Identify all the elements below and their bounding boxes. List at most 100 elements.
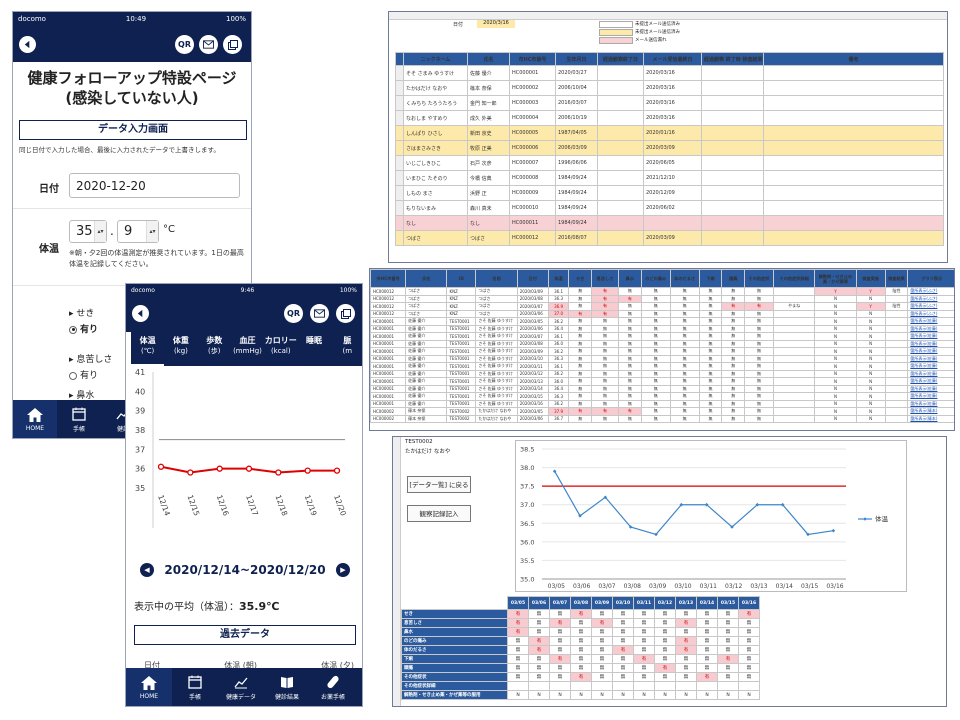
grid-cell[interactable]: 無 <box>633 645 655 655</box>
table-cell[interactable]: N <box>814 347 857 356</box>
table-cell[interactable]: N <box>855 392 886 401</box>
table-cell[interactable]: 今橋 信典 <box>467 170 510 186</box>
table-cell[interactable] <box>772 377 816 386</box>
table-cell[interactable]: N <box>855 309 886 318</box>
grid-cell[interactable] <box>738 681 760 691</box>
grid-cell[interactable]: 有 <box>717 654 739 664</box>
table-cell[interactable]: 無 <box>744 287 774 296</box>
grid-cell[interactable]: 無 <box>633 627 655 637</box>
table-cell[interactable]: HC000001 <box>509 65 556 81</box>
table-cell[interactable]: 佐藤 優介 <box>405 347 448 356</box>
grid-cell[interactable]: 無 <box>717 645 739 655</box>
table-cell[interactable]: 2020/03/06 <box>516 414 549 423</box>
table-cell[interactable]: いまひこ たそのり <box>403 170 468 186</box>
table-cell[interactable]: 36.3 <box>547 392 570 401</box>
table-cell[interactable]: 無 <box>591 392 619 401</box>
table-cell[interactable]: 無 <box>617 332 642 341</box>
grid-cell[interactable]: 有 <box>633 654 655 664</box>
table-cell[interactable] <box>597 185 644 201</box>
table-cell[interactable]: N <box>814 339 857 348</box>
col-header[interactable]: 経過観察終了日 <box>597 52 644 66</box>
table-cell[interactable] <box>772 407 816 416</box>
table-cell[interactable]: 36.3 <box>547 354 570 363</box>
table-cell[interactable]: 無 <box>744 354 774 363</box>
table-cell[interactable]: 無 <box>617 414 642 423</box>
table-cell[interactable]: 1984/09/24 <box>555 170 598 186</box>
grid-cell[interactable]: 無 <box>654 627 676 637</box>
table-cell[interactable] <box>772 339 816 348</box>
table-cell[interactable]: Y <box>855 287 886 296</box>
table-cell[interactable]: 無 <box>640 362 671 371</box>
table-cell[interactable]: 2021/12/10 <box>643 170 702 186</box>
table-cell[interactable]: N <box>814 294 857 303</box>
table-cell[interactable]: 無 <box>698 384 723 393</box>
table-cell[interactable]: HC000001 <box>370 317 407 326</box>
table-cell[interactable]: 無 <box>617 317 642 326</box>
grid-cell[interactable] <box>633 681 655 691</box>
table-cell[interactable] <box>772 324 816 333</box>
past-data-button[interactable]: 過去データ <box>134 625 356 645</box>
table-cell[interactable] <box>763 95 944 111</box>
table-cell[interactable]: さそ 佐藤 ゆうすけ <box>475 384 518 393</box>
table-cell[interactable] <box>763 80 944 96</box>
grid-cell[interactable]: 無 <box>717 618 739 628</box>
table-cell[interactable]: 箇所表示(佐藤) <box>907 399 954 408</box>
grid-cell[interactable]: 無 <box>675 663 697 673</box>
table-cell[interactable]: N <box>855 377 886 386</box>
mail-button[interactable] <box>310 304 329 323</box>
grid-cell[interactable]: 有 <box>675 645 697 655</box>
table-cell[interactable]: 無 <box>640 414 671 423</box>
table-cell[interactable]: 36.2 <box>547 347 570 356</box>
table-cell[interactable]: 36.7 <box>547 414 570 423</box>
grid-cell[interactable]: 無 <box>528 663 550 673</box>
grid-cell[interactable]: 無 <box>591 609 613 619</box>
table-cell[interactable]: 無 <box>568 399 593 408</box>
col-header[interactable]: 氏名 <box>405 269 448 288</box>
table-cell[interactable] <box>884 354 909 363</box>
col-header[interactable]: 名前 <box>475 269 518 288</box>
table-cell[interactable]: TEST0001 <box>446 317 477 326</box>
table-cell[interactable] <box>597 200 644 216</box>
table-cell[interactable]: 無 <box>744 407 774 416</box>
table-cell[interactable]: N <box>855 332 886 341</box>
col-header[interactable]: グラフ表示 <box>907 269 954 288</box>
table-cell[interactable]: 2020/03/06 <box>516 324 549 333</box>
table-cell[interactable]: 2020/03/09 <box>643 140 702 156</box>
table-cell[interactable]: N <box>855 414 886 423</box>
table-cell[interactable]: 有 <box>568 407 593 416</box>
table-cell[interactable]: 1996/06/06 <box>555 155 598 171</box>
record-observation-button[interactable]: 観察記録記入 <box>407 505 471 522</box>
table-cell[interactable]: 2020/03/08 <box>516 294 549 303</box>
table-cell[interactable]: 無 <box>568 347 593 356</box>
table-cell[interactable] <box>701 95 764 111</box>
table-cell[interactable]: 2020/03/05 <box>516 317 549 326</box>
table-cell[interactable]: 無 <box>591 324 619 333</box>
table-cell[interactable]: 佐藤 優介 <box>405 354 448 363</box>
table-cell[interactable]: 無 <box>721 407 746 416</box>
table-cell[interactable]: HC000005 <box>509 125 556 141</box>
table-cell[interactable]: 無 <box>698 377 723 386</box>
table-cell[interactable] <box>701 80 764 96</box>
table-cell[interactable] <box>772 294 816 303</box>
table-cell[interactable]: HC000012 <box>370 294 407 303</box>
table-cell[interactable] <box>772 384 816 393</box>
grid-cell[interactable]: 無 <box>738 636 760 646</box>
table-cell[interactable]: つばさ <box>475 309 518 318</box>
table-cell[interactable]: 無 <box>721 347 746 356</box>
table-cell[interactable]: 無 <box>721 392 746 401</box>
table-cell[interactable]: なし <box>403 215 468 231</box>
table-cell[interactable]: 1987/04/05 <box>555 125 598 141</box>
table-cell[interactable]: N <box>855 362 886 371</box>
grid-cell[interactable]: 無 <box>591 654 613 664</box>
table-cell[interactable]: 無 <box>744 347 774 356</box>
table-cell[interactable]: 36.0 <box>547 339 570 348</box>
table-cell[interactable]: 無 <box>591 399 619 408</box>
table-cell[interactable] <box>884 414 909 423</box>
table-cell[interactable]: 2020/03/12 <box>516 369 549 378</box>
table-cell[interactable]: 2020/06/05 <box>643 155 702 171</box>
table-cell[interactable]: 無 <box>640 317 671 326</box>
table-cell[interactable]: 2006/10/04 <box>555 80 598 96</box>
table-cell[interactable]: しもの まさ <box>403 185 468 201</box>
table-cell[interactable]: 無 <box>744 317 774 326</box>
table-cell[interactable]: 無 <box>669 369 700 378</box>
